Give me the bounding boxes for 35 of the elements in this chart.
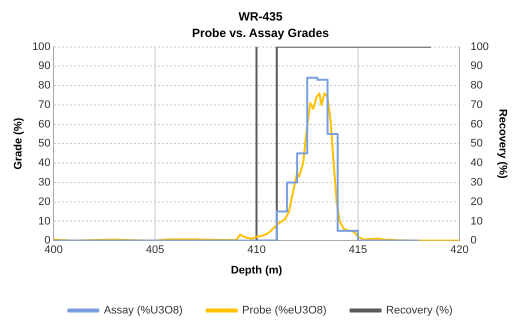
legend-label: Assay (%U3O8) — [104, 304, 183, 317]
y-tick-label: 20 — [38, 196, 51, 208]
y-tick-label: 50 — [38, 138, 51, 150]
x-tick-label: 400 — [44, 244, 63, 256]
x-tick-label: 405 — [146, 244, 164, 256]
y2-tick-label: 70 — [470, 98, 483, 111]
y2-tick-label: 20 — [470, 196, 483, 208]
y2-tick-label: 60 — [470, 118, 483, 130]
y-tick-label: 10 — [38, 215, 51, 228]
y-tick-label: 60 — [38, 118, 51, 130]
x-tick-label: 410 — [247, 244, 266, 256]
y2-tick-label: 80 — [470, 80, 483, 92]
y2-tick-label: 0 — [470, 234, 477, 247]
y2-tick-label: 10 — [470, 215, 483, 228]
y2-tick-label: 30 — [470, 176, 483, 188]
y2-tick-label: 100 — [470, 40, 489, 53]
x-tick-label: 420 — [450, 244, 469, 256]
chart-title: WR-435 — [238, 10, 283, 24]
y-tick-label: 90 — [38, 60, 51, 72]
y-tick-label: 0 — [44, 234, 51, 247]
chart-subtitle: Probe vs. Assay Grades — [192, 26, 330, 40]
y-tick-label: 70 — [38, 98, 51, 111]
y2-axis-title: Recovery (%) — [496, 108, 508, 179]
x-tick-label: 415 — [348, 244, 368, 256]
y2-tick-label: 90 — [470, 60, 483, 72]
y2-tick-label: 40 — [470, 157, 483, 170]
y-axis-title: Grade (%) — [12, 117, 25, 170]
y2-tick-label: 50 — [470, 138, 483, 150]
y-tick-label: 30 — [38, 176, 51, 188]
y-tick-label: 100 — [32, 40, 51, 53]
legend-label: Recovery (%) — [386, 304, 453, 317]
legend-label: Probe (%eU3O8) — [242, 304, 327, 317]
y-tick-label: 40 — [38, 157, 51, 170]
x-axis-title: Depth (m) — [230, 264, 282, 276]
y-tick-label: 80 — [38, 80, 51, 92]
